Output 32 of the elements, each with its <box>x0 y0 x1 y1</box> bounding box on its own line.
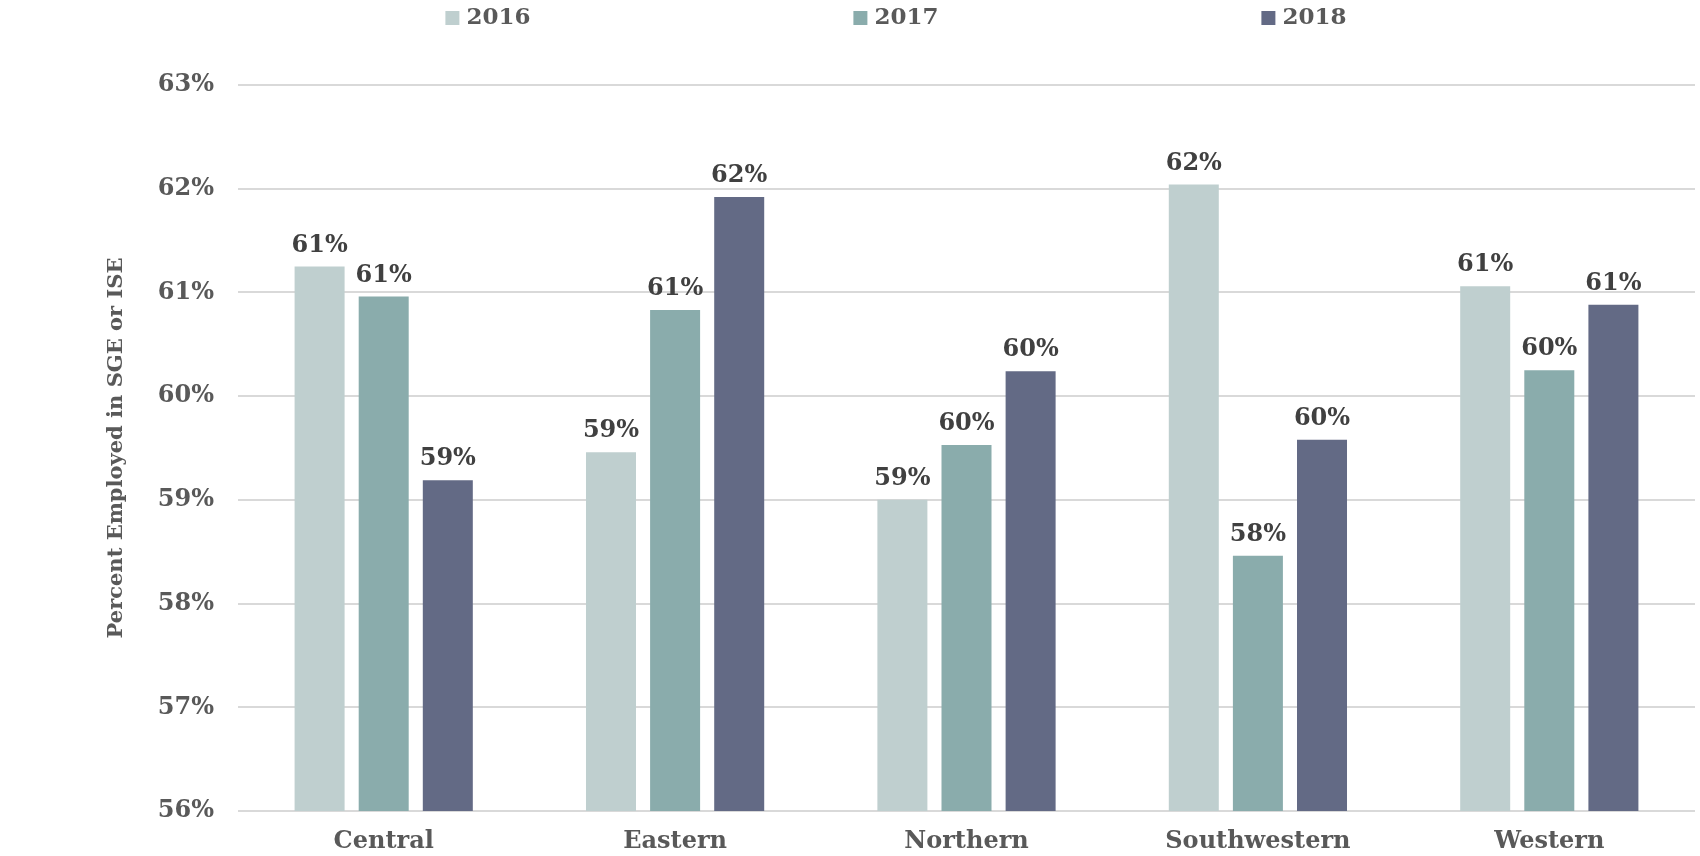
x-tick-label: Eastern <box>623 824 728 854</box>
legend-label: 2016 <box>466 1 531 29</box>
data-label: 60% <box>1521 332 1578 362</box>
data-label: 59% <box>582 414 640 444</box>
data-label: 61% <box>291 228 348 258</box>
legend-label: 2017 <box>874 1 939 29</box>
y-tick-label: 56% <box>157 794 215 824</box>
y-tick-label: 59% <box>157 483 215 513</box>
data-label: 60% <box>1002 333 1059 363</box>
data-label: 62% <box>1165 146 1223 176</box>
x-tick-label: Western <box>1493 824 1605 854</box>
y-tick-label: 62% <box>157 171 215 201</box>
x-tick-label: Central <box>333 824 434 854</box>
y-tick-label: 58% <box>157 586 215 616</box>
data-label: 58% <box>1229 518 1287 548</box>
data-label: 62% <box>711 159 768 189</box>
x-tick-label: Southwestern <box>1165 824 1351 854</box>
y-tick-label: 57% <box>157 690 215 720</box>
data-label: 59% <box>419 442 477 472</box>
data-label: 61% <box>355 258 412 288</box>
y-tick-label: 60% <box>157 379 215 409</box>
data-label: 61% <box>1585 267 1642 297</box>
x-tick-label: Northern <box>904 824 1029 854</box>
legend-label: 2018 <box>1282 1 1347 29</box>
y-tick-label: 61% <box>157 275 215 305</box>
data-label: 60% <box>1293 401 1351 431</box>
data-label: 61% <box>1457 248 1514 278</box>
data-label: 60% <box>938 407 995 437</box>
data-label: 59% <box>874 462 931 492</box>
data-label: 61% <box>647 272 704 302</box>
y-tick-label: 63% <box>157 68 215 98</box>
y-axis-title: Percent Employed in SGE or ISE <box>102 257 128 639</box>
